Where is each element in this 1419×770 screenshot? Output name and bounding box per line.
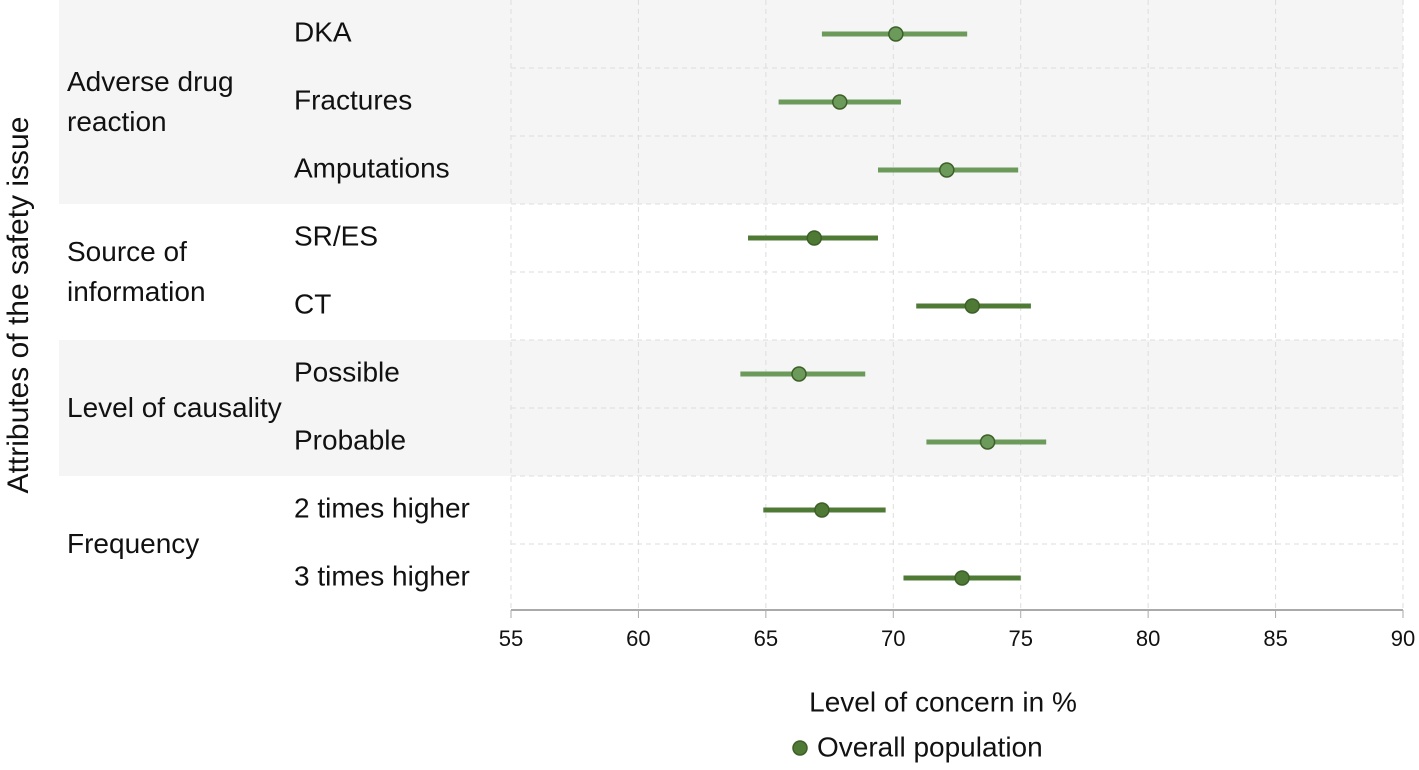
group-label: Source of information: [67, 236, 206, 307]
marks: [740, 26, 1047, 586]
point: [939, 162, 955, 178]
point: [979, 434, 996, 450]
x-tick-label: 85: [1263, 626, 1287, 651]
point: [806, 230, 823, 246]
group-label: Frequency: [67, 528, 200, 559]
x-tick-label: 90: [1391, 626, 1415, 651]
group-shade: [59, 0, 1403, 204]
grid: [510, 0, 1404, 610]
point: [791, 366, 807, 382]
x-tick-label: 80: [1136, 626, 1160, 651]
x-tick-label: 70: [881, 626, 905, 651]
legend-marker: [792, 740, 808, 756]
x-tick-label: 65: [754, 626, 778, 651]
row-label: 3 times higher: [294, 560, 470, 591]
row-label: Probable: [294, 424, 406, 455]
x-tick-label: 60: [626, 626, 650, 651]
point: [832, 94, 848, 110]
row-label: SR/ES: [294, 220, 378, 251]
background: [59, 0, 1403, 476]
row-label: Possible: [294, 356, 400, 387]
y-axis-title: Attributes of the safety issue: [2, 117, 35, 494]
x-tick-label: 55: [499, 626, 523, 651]
group-label: Adverse drug reaction: [67, 66, 234, 137]
x-tick-label: 75: [1008, 626, 1032, 651]
legend-label: Overall population: [817, 731, 1043, 762]
row-label: 2 times higher: [294, 492, 470, 523]
row-label: Amputations: [294, 152, 450, 183]
point: [954, 570, 970, 586]
point: [888, 26, 904, 42]
row-label: Fractures: [294, 84, 412, 115]
point: [964, 298, 981, 314]
row-label: CT: [294, 288, 331, 319]
x-axis-title: Level of concern in %: [809, 686, 1077, 717]
row-label: DKA: [294, 16, 352, 47]
group-label: Level of causality: [67, 392, 282, 423]
point: [814, 502, 830, 518]
